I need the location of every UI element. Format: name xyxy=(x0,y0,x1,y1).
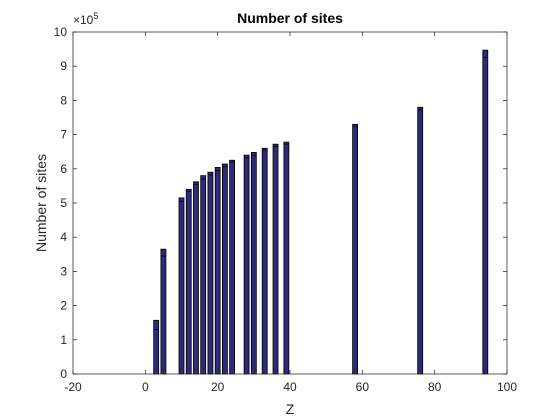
bar xyxy=(193,181,199,375)
y-axis-label: Number of sites xyxy=(33,154,49,252)
y-tick-label: 10 xyxy=(54,25,68,39)
y-tick-label: 3 xyxy=(60,264,67,278)
bar xyxy=(153,319,160,375)
bar xyxy=(482,49,489,375)
y-axis-exponent: ×105 xyxy=(73,11,98,27)
bar xyxy=(160,248,167,375)
y-tick-label: 6 xyxy=(60,162,67,176)
x-tick-label: 100 xyxy=(497,380,517,394)
y-tick-label: 8 xyxy=(60,93,67,107)
bar xyxy=(178,197,185,375)
x-tick-label: 80 xyxy=(428,380,442,394)
chart-title: Number of sites xyxy=(237,10,343,26)
bar xyxy=(261,147,268,375)
bar xyxy=(283,141,290,375)
bar xyxy=(272,143,279,375)
plot-area xyxy=(73,32,507,374)
y-tick-labels: 0 1 2 3 4 5 6 7 8 9 10 xyxy=(54,25,68,381)
bar xyxy=(250,151,257,375)
y-axis-exponent-power: 5 xyxy=(93,11,98,21)
y-tick-label: 2 xyxy=(60,299,67,313)
x-tick-label: -20 xyxy=(64,380,82,394)
plot-frame xyxy=(72,31,508,375)
bar xyxy=(352,123,359,375)
bar xyxy=(214,167,221,375)
x-tick-labels: -20 0 20 40 60 80 100 xyxy=(64,380,517,394)
bar xyxy=(200,175,207,375)
y-tick-label: 5 xyxy=(60,196,67,210)
bar xyxy=(221,163,228,375)
x-tick-label: 60 xyxy=(356,380,370,394)
y-tick-label: 0 xyxy=(60,367,67,381)
x-axis-label: Z xyxy=(286,401,295,417)
y-tick-label: 1 xyxy=(60,333,67,347)
x-tick-label: 40 xyxy=(283,380,297,394)
x-tick-label: 0 xyxy=(142,380,149,394)
bar xyxy=(243,154,250,375)
bar xyxy=(229,159,236,375)
y-tick-label: 4 xyxy=(60,230,67,244)
bar xyxy=(207,171,214,375)
bar xyxy=(417,106,424,375)
bar xyxy=(185,188,192,375)
x-tick-label: 20 xyxy=(211,380,225,394)
y-axis-exponent-base: ×10 xyxy=(73,13,94,27)
y-tick-label: 7 xyxy=(60,128,67,142)
y-tick-label: 9 xyxy=(60,59,67,73)
